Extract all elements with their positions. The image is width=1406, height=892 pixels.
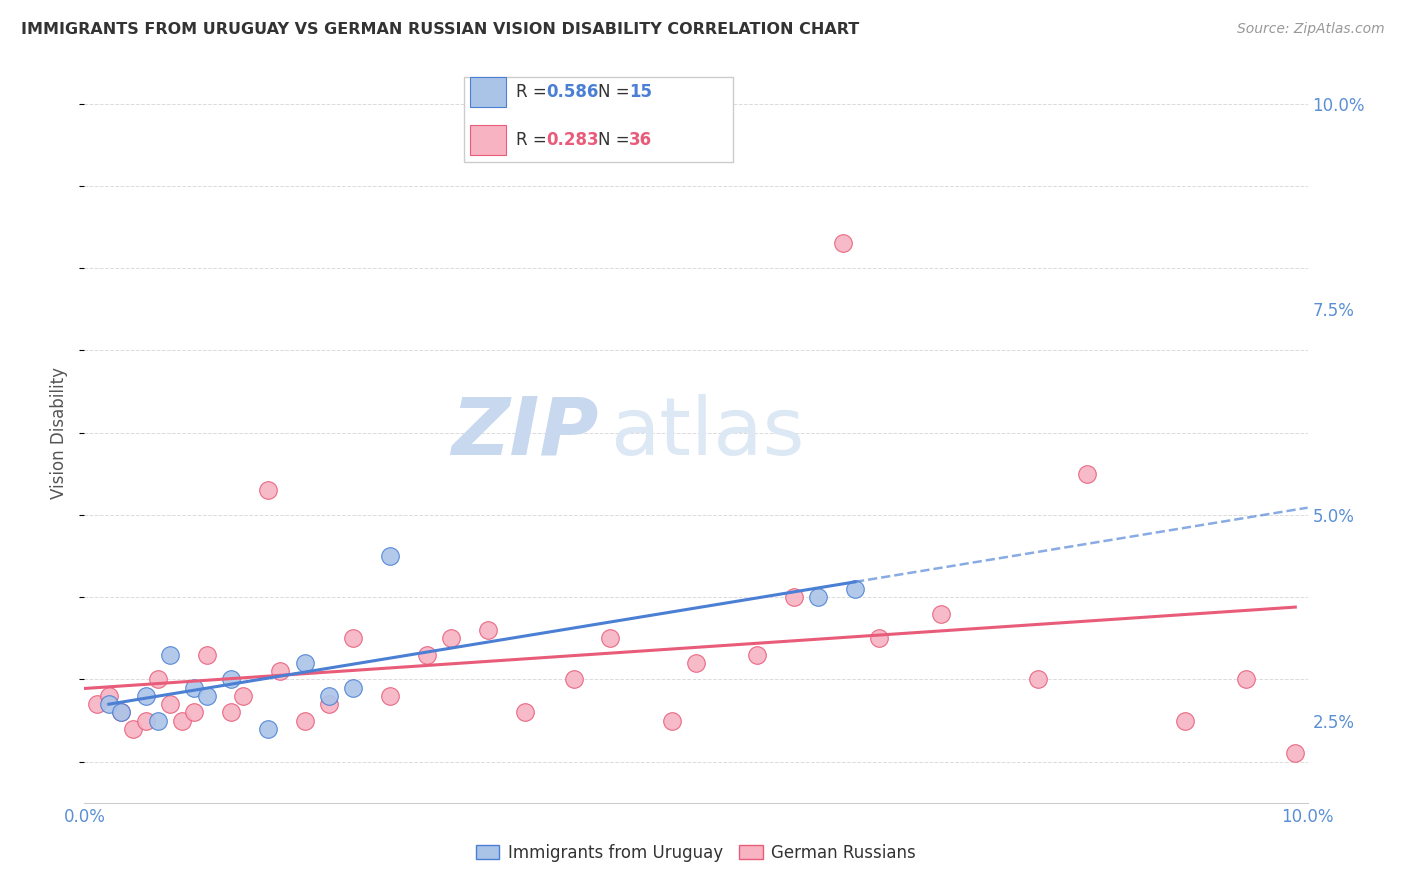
Y-axis label: Vision Disability: Vision Disability: [51, 367, 69, 499]
Text: IMMIGRANTS FROM URUGUAY VS GERMAN RUSSIAN VISION DISABILITY CORRELATION CHART: IMMIGRANTS FROM URUGUAY VS GERMAN RUSSIA…: [21, 22, 859, 37]
Text: ZIP: ZIP: [451, 393, 598, 472]
Point: [477, 623, 499, 637]
Point: [146, 673, 169, 687]
Point: [783, 590, 806, 604]
Point: [342, 632, 364, 646]
Point: [747, 648, 769, 662]
Point: [380, 689, 402, 703]
Point: [869, 632, 891, 646]
Point: [440, 632, 463, 646]
FancyBboxPatch shape: [470, 78, 506, 107]
Text: R =: R =: [516, 131, 553, 149]
Point: [562, 673, 585, 687]
Point: [159, 648, 181, 662]
Text: 36: 36: [628, 131, 652, 149]
Point: [685, 656, 707, 670]
Point: [318, 689, 340, 703]
Point: [599, 632, 621, 646]
Point: [195, 689, 218, 703]
Point: [807, 590, 830, 604]
Point: [294, 714, 316, 728]
Point: [110, 706, 132, 720]
Point: [219, 706, 242, 720]
Point: [110, 706, 132, 720]
Point: [183, 706, 205, 720]
Point: [232, 689, 254, 703]
Text: 15: 15: [628, 83, 652, 101]
Point: [416, 648, 439, 662]
Point: [513, 706, 536, 720]
Text: N =: N =: [598, 131, 636, 149]
Point: [219, 673, 242, 687]
Point: [146, 714, 169, 728]
Point: [97, 697, 120, 711]
Point: [269, 664, 291, 678]
Text: 0.283: 0.283: [547, 131, 599, 149]
Point: [257, 483, 280, 498]
Point: [122, 722, 145, 736]
Point: [380, 549, 402, 563]
Point: [342, 681, 364, 695]
Point: [1174, 714, 1197, 728]
Text: Source: ZipAtlas.com: Source: ZipAtlas.com: [1237, 22, 1385, 37]
Point: [1076, 467, 1098, 481]
Text: R =: R =: [516, 83, 553, 101]
Point: [97, 689, 120, 703]
Text: N =: N =: [598, 83, 636, 101]
Point: [294, 656, 316, 670]
Text: 0.586: 0.586: [547, 83, 599, 101]
Point: [661, 714, 683, 728]
Point: [135, 689, 157, 703]
FancyBboxPatch shape: [470, 126, 506, 155]
Point: [318, 697, 340, 711]
Point: [195, 648, 218, 662]
Point: [135, 714, 157, 728]
Point: [183, 681, 205, 695]
Point: [844, 582, 866, 596]
FancyBboxPatch shape: [464, 78, 733, 162]
Point: [86, 697, 108, 711]
Point: [1028, 673, 1050, 687]
Legend: Immigrants from Uruguay, German Russians: Immigrants from Uruguay, German Russians: [470, 838, 922, 869]
Point: [1284, 747, 1306, 761]
Point: [159, 697, 181, 711]
Text: atlas: atlas: [610, 393, 804, 472]
Point: [1236, 673, 1258, 687]
Point: [929, 607, 952, 621]
Point: [831, 236, 853, 251]
Point: [257, 722, 280, 736]
Point: [172, 714, 194, 728]
